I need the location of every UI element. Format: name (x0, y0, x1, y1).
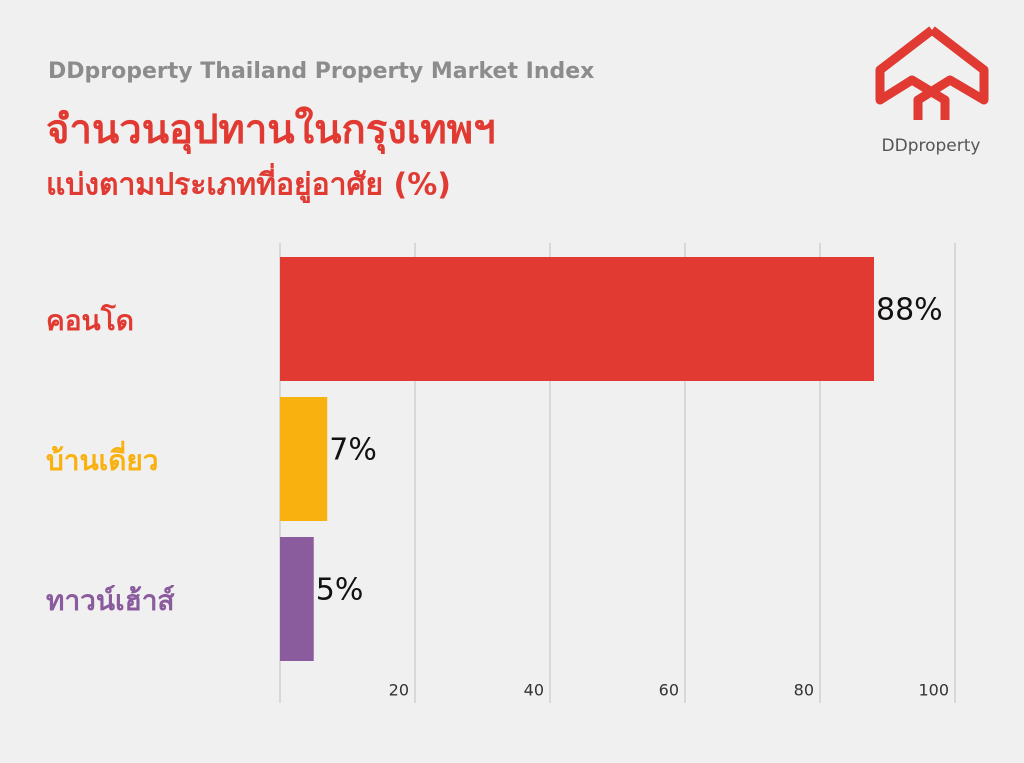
bar (280, 537, 314, 661)
x-tick-label: 80 (794, 681, 814, 700)
category-label: คอนโด (46, 303, 134, 337)
category-label: บ้านเดี่ยว (46, 440, 159, 477)
chart-header: DDproperty Thailand Property Market Inde… (48, 59, 594, 84)
category-label: ทาวน์เฮ้าส์ (46, 584, 175, 617)
x-tick-label: 20 (389, 681, 409, 700)
logo-shape (913, 26, 989, 120)
logo (875, 26, 989, 120)
logo-text: DDproperty (882, 136, 981, 156)
value-label: 5% (316, 573, 364, 608)
chart-subtitle: แบ่งตามประเภทที่อยู่อาศัย (%) (46, 163, 451, 204)
value-label: 88% (876, 293, 943, 328)
x-tick-label: 60 (659, 681, 679, 700)
logo-shape (875, 26, 950, 120)
x-tick-label: 100 (918, 681, 949, 700)
bar (280, 397, 328, 521)
value-label: 7% (329, 433, 377, 468)
x-tick-label: 40 (524, 681, 544, 700)
chart-title: จำนวนอุปทานในกรุงเทพฯ (46, 106, 496, 155)
bar (280, 257, 874, 381)
